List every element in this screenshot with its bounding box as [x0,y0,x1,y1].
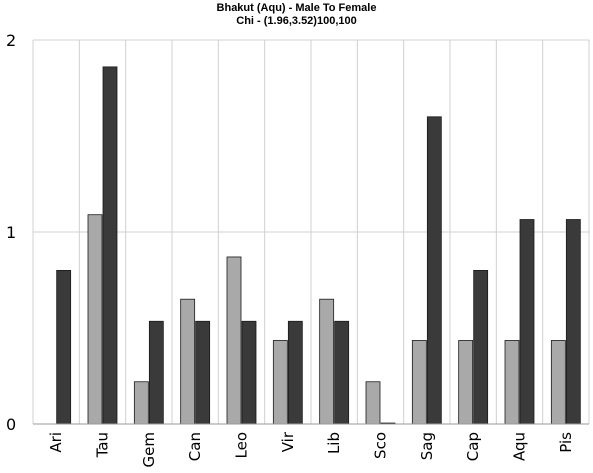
x-tick-label-can: Can [186,432,204,461]
bar-dark-lib [334,320,350,425]
x-tick-label-vir: Vir [279,431,297,452]
bar-dark-pis [565,219,581,425]
x-tick-label-sag: Sag [418,432,436,460]
x-tick-label-lib: Lib [325,432,343,454]
x-tick-label-cap: Cap [464,432,482,461]
bar-light-leo [226,256,242,425]
bar-light-sag [411,340,427,425]
x-tick-label-aqu: Aqu [511,432,529,461]
x-tick-label-ari: Ari [47,432,65,453]
bar-dark-gem [148,320,164,425]
bar-light-lib [319,298,335,425]
bar-dark-cap [473,269,489,425]
y-tick-label: 0 [6,415,16,434]
bar-light-gem [133,381,149,425]
x-tick-label-leo: Leo [233,432,251,459]
bar-dark-leo [241,320,257,425]
bar-light-vir [272,340,288,425]
x-tick-label-tau: Tau [94,432,112,458]
bar-light-can [180,298,196,425]
bar-dark-ari [56,269,72,425]
x-tick-label-gem: Gem [140,432,158,467]
bar-dark-vir [287,320,303,425]
x-tick-label-pis: Pis [557,432,575,453]
y-tick-label: 2 [6,31,16,50]
bar-dark-aqu [519,219,535,425]
bar-light-cap [458,340,474,425]
chart-subtitle: Chi - (1.96,3.52)100,100 [236,15,357,27]
x-tick-label-sco: Sco [372,432,390,459]
bar-light-pis [550,340,566,425]
y-tick-label: 1 [6,223,16,242]
bar-dark-can [195,320,211,425]
chart-title: Bhakut (Aqu) - Male To Female [216,2,377,14]
bar-light-sco [365,381,381,425]
bar-dark-sag [426,116,442,425]
bar-light-aqu [504,340,520,425]
bar-dark-tau [102,66,118,425]
bar-light-tau [87,214,103,425]
